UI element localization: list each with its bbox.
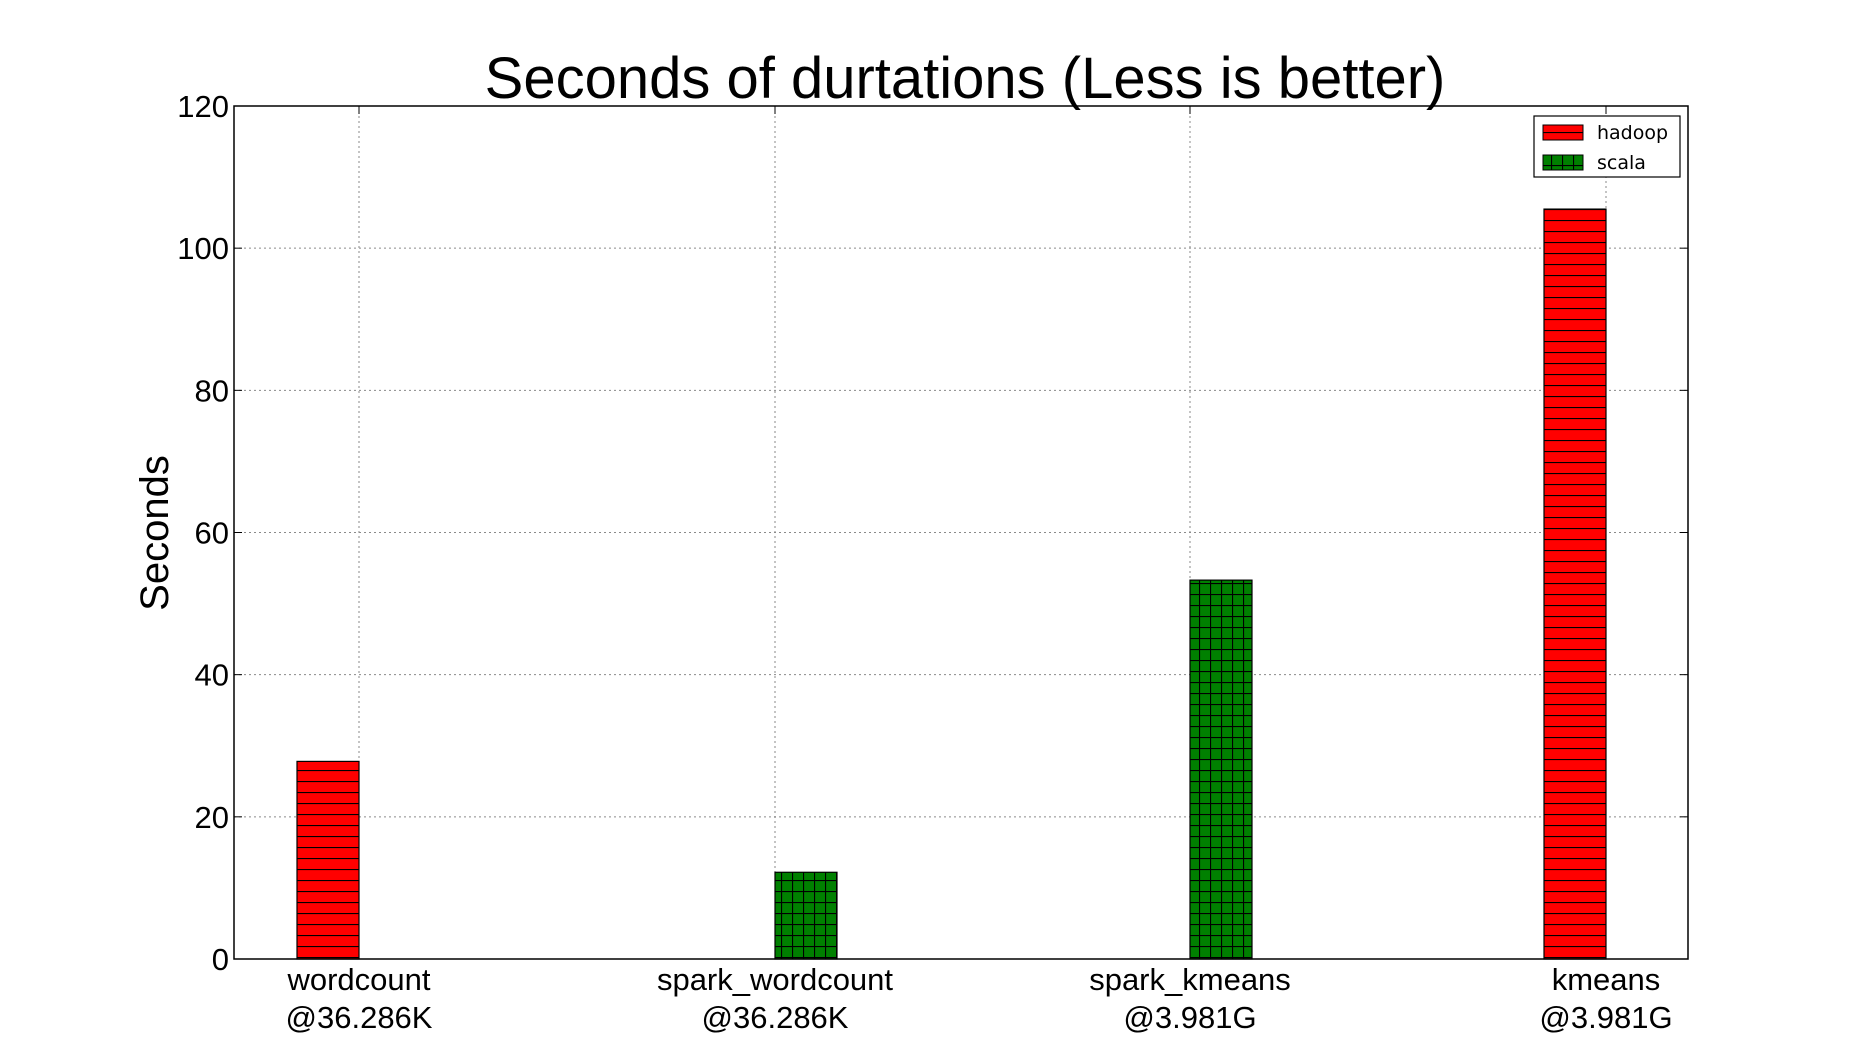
legend-label-hadoop: hadoop xyxy=(1597,122,1668,144)
y-tick-label: 60 xyxy=(195,516,229,551)
x-tick-labels: wordcount@36.286Kspark_wordcount@36.286K… xyxy=(286,106,1673,1035)
x-tick-label-line1: kmeans xyxy=(1552,962,1661,997)
legend-label-scala: scala xyxy=(1597,152,1646,174)
chart-title: Seconds of durtations (Less is better) xyxy=(485,46,1446,111)
x-tick-label-line2: @3.981G xyxy=(1539,1000,1672,1035)
x-tick-label-line2: @36.286K xyxy=(702,1000,849,1035)
bars xyxy=(296,208,1607,960)
x-tick-label-line1: spark_kmeans xyxy=(1089,962,1291,997)
x-tick-label-line1: wordcount xyxy=(286,962,430,997)
x-tick-label-line2: @3.981G xyxy=(1123,1000,1256,1035)
x-tick-label-line2: @36.286K xyxy=(286,1000,433,1035)
y-axis-label: Seconds xyxy=(133,455,177,611)
y-tick-label: 40 xyxy=(195,658,229,693)
y-tick-label: 0 xyxy=(212,942,229,977)
legend-swatch-hadoop xyxy=(1542,124,1584,141)
legend: hadoop scala xyxy=(1533,115,1681,178)
x-tick-label-line1: spark_wordcount xyxy=(657,962,893,997)
y-tick-label: 80 xyxy=(195,373,229,408)
bar-hadoop-0 xyxy=(296,760,360,960)
bar-scala-2 xyxy=(1189,579,1253,960)
grid-lines xyxy=(234,106,1688,959)
bar-scala-1 xyxy=(774,871,838,960)
legend-swatch-scala xyxy=(1542,154,1584,171)
y-tick-label: 20 xyxy=(195,800,229,835)
y-tick-labels: 0 20 40 60 80 100 120 xyxy=(177,89,1688,977)
y-tick-label: 100 xyxy=(177,231,229,266)
bar-hadoop-3 xyxy=(1543,208,1607,960)
y-tick-label: 120 xyxy=(177,89,229,124)
